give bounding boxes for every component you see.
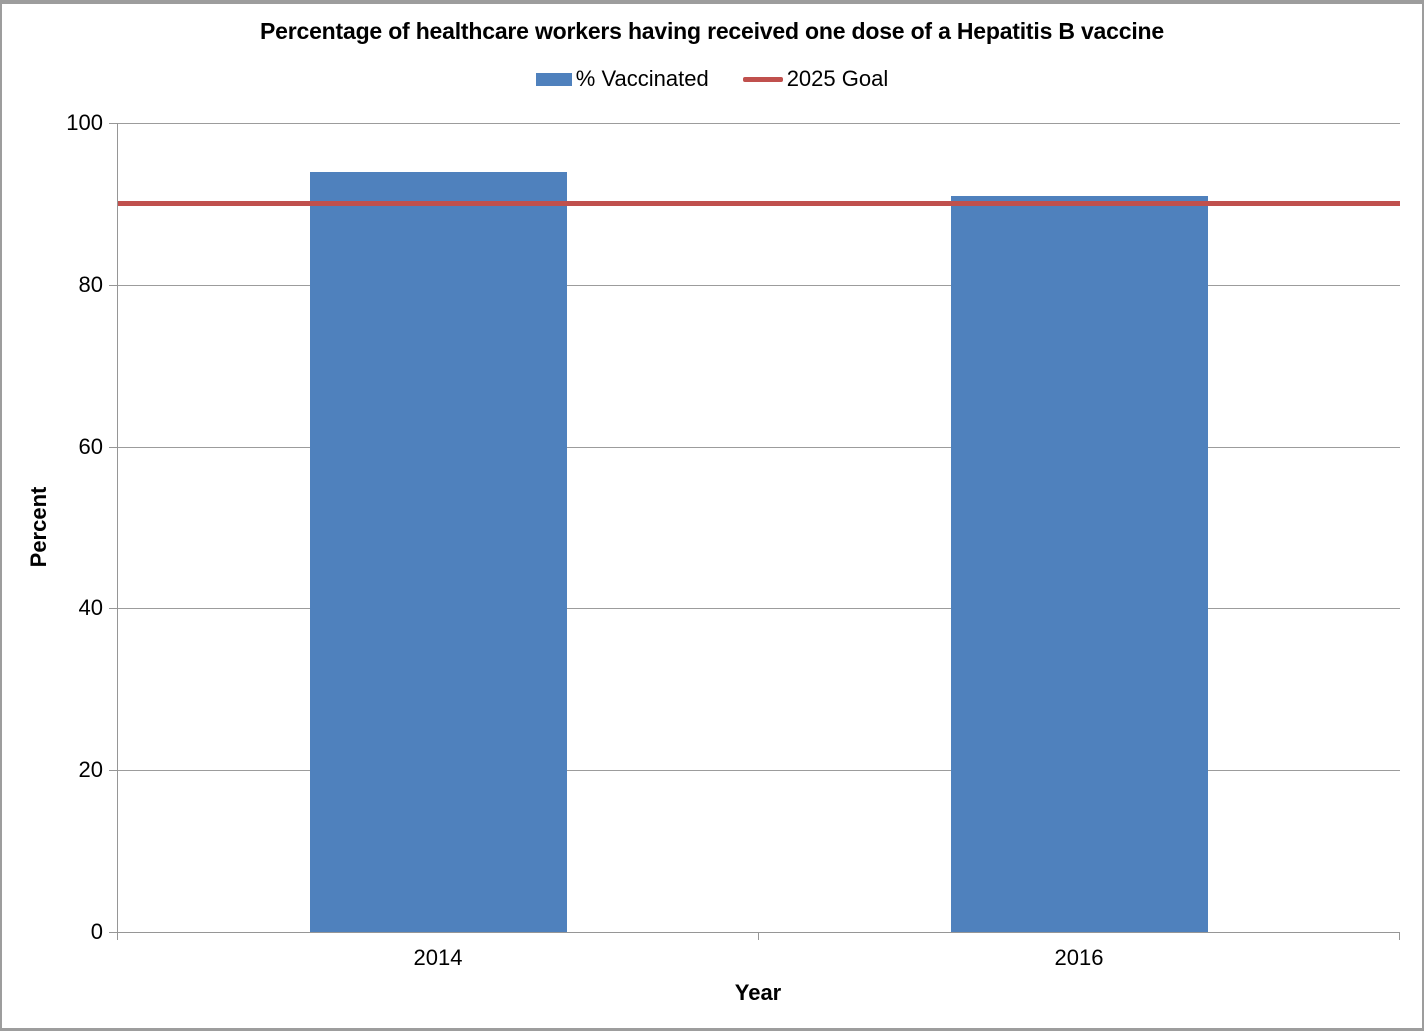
legend-label-vaccinated: % Vaccinated — [575, 66, 709, 91]
y-tick-label-60: 60 — [78, 434, 103, 459]
legend-item-vaccinated: % Vaccinated — [535, 66, 709, 92]
plot-area — [117, 123, 1400, 933]
y-tick-0 — [109, 932, 117, 933]
window-border-left — [0, 0, 2, 1031]
y-tick-label-80: 80 — [78, 272, 103, 297]
legend: % Vaccinated 2025 Goal — [0, 66, 1424, 92]
y-tick-80 — [109, 285, 117, 286]
gridline-20 — [118, 770, 1400, 771]
window-border-bottom — [0, 1028, 1424, 1031]
bar-2014 — [310, 172, 567, 932]
goal-line — [118, 201, 1400, 206]
bar-2016 — [951, 196, 1208, 932]
y-tick-label-0: 0 — [90, 919, 103, 944]
y-tick-label-40: 40 — [78, 595, 103, 620]
gridline-60 — [118, 447, 1400, 448]
x-tick-0 — [117, 932, 118, 940]
y-tick-label-20: 20 — [78, 757, 103, 782]
chart-title: Percentage of healthcare workers having … — [260, 18, 1164, 44]
gridline-100 — [118, 123, 1400, 124]
y-axis-title: Percent — [26, 486, 51, 568]
x-tick-1 — [758, 932, 759, 940]
window-border-top — [0, 0, 1424, 4]
gridline-40 — [118, 608, 1400, 609]
y-tick-label-100: 100 — [66, 110, 103, 135]
x-category-label-2016: 2016 — [1054, 945, 1104, 970]
window-border-right — [1422, 0, 1424, 1031]
legend-swatch-line-icon — [742, 76, 783, 82]
y-tick-100 — [109, 123, 117, 124]
x-tick-2 — [1399, 932, 1400, 940]
y-tick-20 — [109, 770, 117, 771]
legend-label-goal: 2025 Goal — [786, 66, 889, 91]
legend-swatch-bar-icon — [535, 72, 572, 86]
gridline-80 — [118, 285, 1400, 286]
y-tick-60 — [109, 447, 117, 448]
x-category-label-2014: 2014 — [413, 945, 463, 970]
x-axis-title: Year — [734, 980, 782, 1005]
y-tick-40 — [109, 608, 117, 609]
legend-item-goal: 2025 Goal — [742, 66, 889, 92]
